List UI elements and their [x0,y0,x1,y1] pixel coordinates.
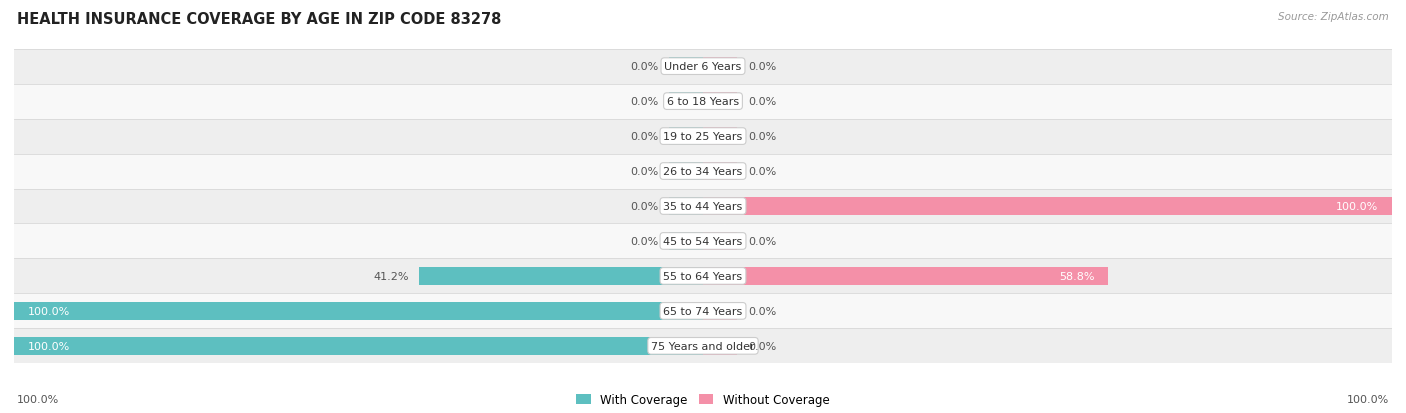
Text: 0.0%: 0.0% [630,97,658,107]
Bar [703,128,738,146]
Text: 65 to 74 Years: 65 to 74 Years [664,306,742,316]
Bar [14,119,1392,154]
Text: Under 6 Years: Under 6 Years [665,62,741,72]
Text: 0.0%: 0.0% [748,306,776,316]
Bar [14,224,1392,259]
Text: 55 to 64 Years: 55 to 64 Years [664,271,742,281]
Bar [703,337,738,355]
Bar [669,197,703,216]
Text: 0.0%: 0.0% [748,166,776,177]
Bar [703,93,738,111]
Bar [703,267,1108,285]
Text: 0.0%: 0.0% [630,236,658,247]
Legend: With Coverage, Without Coverage: With Coverage, Without Coverage [572,389,834,411]
Text: 26 to 34 Years: 26 to 34 Years [664,166,742,177]
Bar [703,58,738,76]
Text: 0.0%: 0.0% [748,97,776,107]
Text: 100.0%: 100.0% [28,341,70,351]
Bar [669,58,703,76]
Bar [14,302,703,320]
Bar [703,163,738,181]
Bar [669,232,703,250]
Bar [669,128,703,146]
Text: 100.0%: 100.0% [28,306,70,316]
Text: 0.0%: 0.0% [748,132,776,142]
Text: 45 to 54 Years: 45 to 54 Years [664,236,742,247]
Text: 19 to 25 Years: 19 to 25 Years [664,132,742,142]
Text: 0.0%: 0.0% [630,202,658,211]
Text: 100.0%: 100.0% [1347,394,1389,404]
Text: 6 to 18 Years: 6 to 18 Years [666,97,740,107]
Text: 0.0%: 0.0% [630,62,658,72]
Text: 0.0%: 0.0% [630,166,658,177]
Text: 35 to 44 Years: 35 to 44 Years [664,202,742,211]
Text: 100.0%: 100.0% [17,394,59,404]
Text: 41.2%: 41.2% [374,271,409,281]
Bar [14,154,1392,189]
Text: Source: ZipAtlas.com: Source: ZipAtlas.com [1278,12,1389,22]
Text: 0.0%: 0.0% [748,62,776,72]
Text: 0.0%: 0.0% [748,341,776,351]
Bar [703,302,738,320]
Text: 58.8%: 58.8% [1059,271,1094,281]
Bar [14,329,1392,363]
Bar [669,163,703,181]
Text: 100.0%: 100.0% [1336,202,1378,211]
Text: 75 Years and older: 75 Years and older [651,341,755,351]
Bar [14,294,1392,329]
Bar [14,189,1392,224]
Bar [14,84,1392,119]
Bar [14,259,1392,294]
Text: 0.0%: 0.0% [748,236,776,247]
Bar [419,267,703,285]
Text: 0.0%: 0.0% [630,132,658,142]
Bar [703,232,738,250]
Bar [14,50,1392,84]
Bar [14,337,703,355]
Bar [703,197,1392,216]
Bar [669,93,703,111]
Text: HEALTH INSURANCE COVERAGE BY AGE IN ZIP CODE 83278: HEALTH INSURANCE COVERAGE BY AGE IN ZIP … [17,12,502,27]
